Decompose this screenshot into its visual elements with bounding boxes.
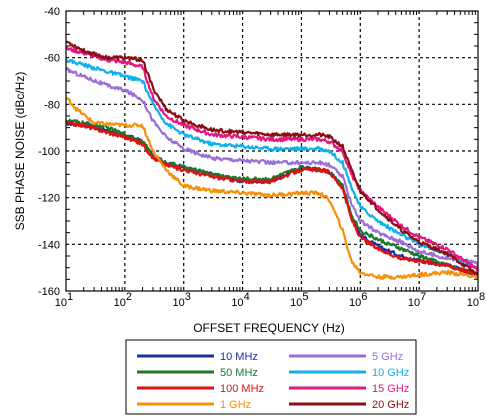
- x-tick-mantissa: 10: [55, 297, 67, 309]
- y-tick-label: -120: [38, 193, 60, 205]
- x-tick-exponent: 2: [126, 291, 132, 303]
- legend-label: 100 MHz: [220, 383, 264, 395]
- x-tick-label: 10 6: [349, 291, 367, 309]
- series-line-100-mhz: [66, 120, 478, 277]
- x-tick-exponent: 6: [361, 291, 367, 303]
- x-tick-mantissa: 10: [172, 297, 184, 309]
- plot-frame: [65, 10, 479, 292]
- legend-item: 100 MHz: [137, 383, 264, 395]
- legend-box: [125, 339, 417, 415]
- legend-label: 1 GHz: [220, 399, 251, 411]
- y-tick-label: -140: [38, 239, 60, 251]
- series-line-1-ghz: [66, 96, 478, 280]
- x-tick-exponent: 4: [244, 291, 250, 303]
- y-axis-title: SSB PHASE NOISE (dBc/Hz): [13, 72, 27, 231]
- x-tick-exponent: 8: [479, 291, 485, 303]
- legend-item: 10 MHz: [137, 351, 258, 363]
- series-line-5-ghz: [66, 67, 478, 266]
- series-line-10-ghz: [66, 58, 478, 270]
- y-tick-label: -40: [44, 6, 60, 18]
- series-line-20-ghz: [66, 40, 478, 276]
- x-tick-label: 10 4: [231, 291, 249, 309]
- x-tick-exponent: 1: [67, 291, 73, 303]
- x-axis-title: OFFSET FREQUENCY (Hz): [193, 321, 345, 335]
- x-tick-label: 10 2: [114, 291, 132, 309]
- x-tick-mantissa: 10: [467, 297, 479, 309]
- legend-item: 20 GHz: [289, 399, 409, 411]
- legend-label: 15 GHz: [372, 383, 409, 395]
- legend-item: 50 MHz: [137, 367, 258, 379]
- legend-label: 50 MHz: [220, 367, 258, 379]
- x-tick-label: 10 8: [467, 291, 485, 309]
- x-tick-mantissa: 10: [114, 297, 126, 309]
- x-tick-label: 10 5: [290, 291, 308, 309]
- y-tick-label: -80: [44, 99, 60, 111]
- series-lines: [66, 40, 478, 280]
- legend-label: 20 GHz: [372, 399, 409, 411]
- legend-label: 10 MHz: [220, 351, 258, 363]
- x-tick-mantissa: 10: [349, 297, 361, 309]
- legend-item: 1 GHz: [137, 399, 251, 411]
- y-tick-label: -60: [44, 53, 60, 65]
- series-line-15-ghz: [66, 45, 478, 272]
- legend-item: 5 GHz: [289, 351, 403, 363]
- legend-label: 10 GHz: [372, 367, 409, 379]
- x-tick-label: 10 1: [55, 291, 73, 309]
- x-tick-mantissa: 10: [290, 297, 302, 309]
- legend-label: 5 GHz: [372, 351, 403, 363]
- legend: 10 MHz 50 MHz 100 MHz 1 GHz 5 GHz 10 GHz 15 GH…: [137, 351, 409, 411]
- x-tick-exponent: 7: [420, 291, 426, 303]
- legend-item: 15 GHz: [289, 383, 409, 395]
- y-tick-labels: -40 -60 -80 -100 -120 -140 -160: [38, 6, 60, 298]
- minor-ticks: [66, 11, 478, 291]
- x-tick-exponent: 3: [185, 291, 191, 303]
- x-tick-label: 10 7: [408, 291, 426, 309]
- x-tick-mantissa: 10: [231, 297, 243, 309]
- x-tick-exponent: 5: [302, 291, 308, 303]
- legend-item: 10 GHz: [289, 367, 409, 379]
- x-tick-label: 10 3: [172, 291, 190, 309]
- x-tick-mantissa: 10: [408, 297, 420, 309]
- x-tick-labels: 10 1 10 2 10 3 10 4 10 5 10 6 10 7 10 8: [55, 291, 485, 309]
- y-tick-label: -160: [38, 286, 60, 298]
- y-tick-label: -100: [38, 146, 60, 158]
